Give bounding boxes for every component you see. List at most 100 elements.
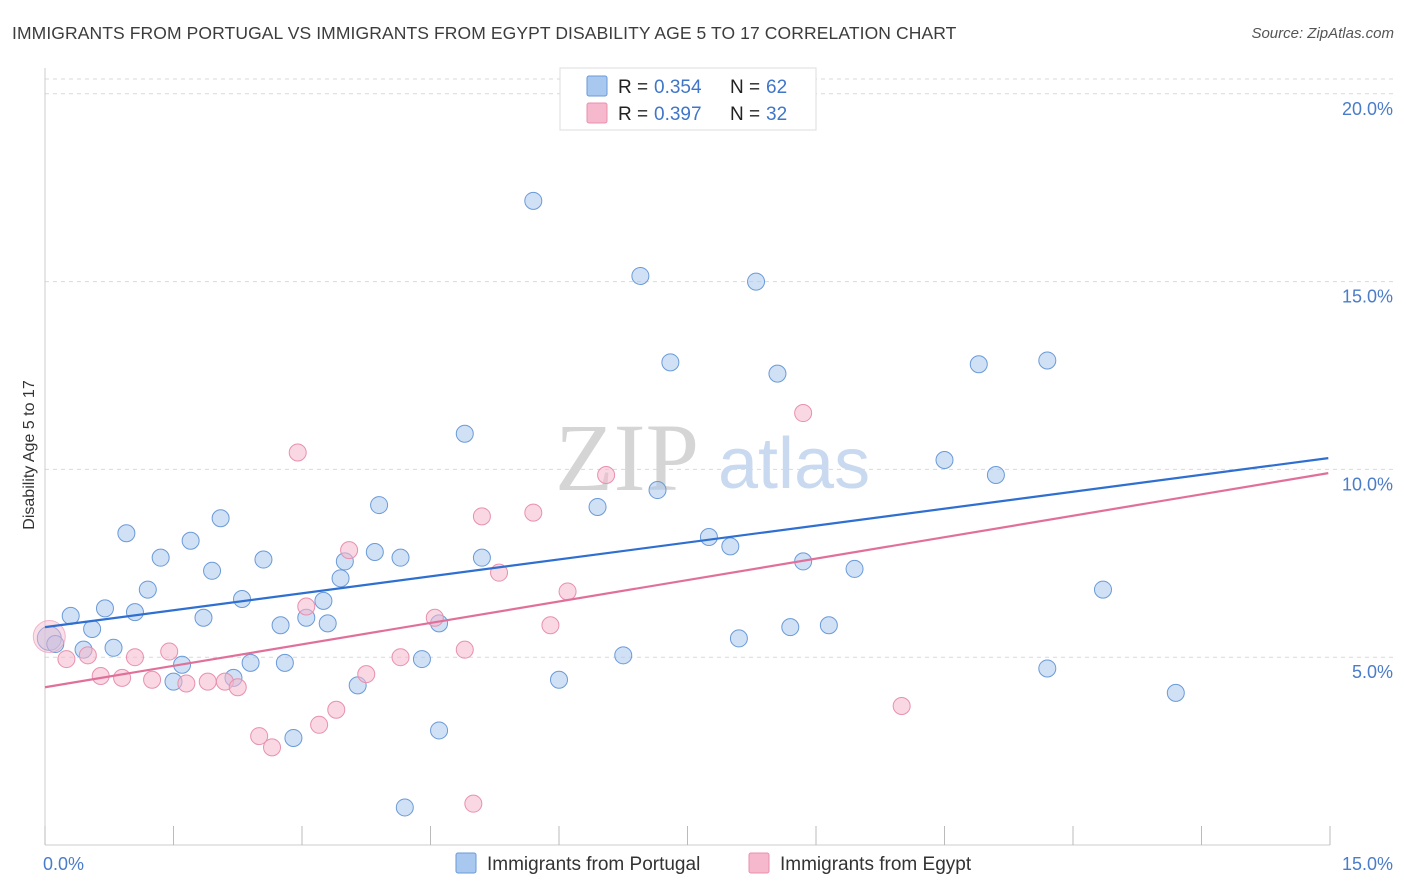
data-point-portugal [430, 721, 449, 740]
data-point-portugal [935, 451, 954, 469]
series-egypt-points [32, 404, 911, 813]
y-tick-labels: 5.0% 10.0% 15.0% 20.0% [1342, 99, 1393, 682]
data-point-portugal [61, 606, 80, 625]
data-point-egypt [113, 668, 132, 687]
stats-legend: R = 0.354 N = 62 R = 0.397 N = 32 [559, 67, 817, 131]
watermark-zip: ZIP [555, 404, 699, 511]
data-point-egypt [357, 665, 376, 684]
data-point-portugal [819, 616, 838, 635]
data-point-portugal [314, 591, 333, 610]
legend-r-value-egypt: 0.397 [654, 104, 702, 125]
legend-n-label-egypt: N = [730, 104, 760, 125]
x-tick-labels: 0.0% 15.0% [43, 854, 1393, 874]
data-point-portugal [781, 618, 800, 637]
data-point-egypt [250, 727, 269, 746]
data-point-egypt [455, 640, 474, 659]
data-point-portugal [1038, 351, 1057, 370]
grid-lines [45, 78, 1393, 658]
legend-swatch-egypt [586, 102, 608, 124]
legend-r-value-portugal: 0.354 [654, 77, 702, 98]
data-point-portugal [194, 608, 213, 627]
data-point-portugal [412, 650, 431, 669]
source-credit: Source: ZipAtlas.com [1251, 25, 1394, 42]
y-tick-label: 10.0% [1342, 474, 1393, 494]
data-point-portugal [284, 728, 303, 747]
trend-line-portugal [44, 457, 1329, 629]
data-point-egypt [340, 541, 359, 560]
watermark-atlas: atlas [718, 424, 870, 504]
legend-n-value-egypt: 32 [766, 104, 787, 125]
data-point-portugal [203, 561, 222, 580]
watermark: ZIP atlas [555, 404, 870, 511]
data-point-egypt [160, 642, 179, 661]
data-point-egypt [125, 648, 144, 667]
series-legend: Immigrants from Portugal Immigrants from… [455, 852, 972, 875]
data-point-egypt [32, 620, 66, 654]
data-point-portugal [614, 646, 633, 665]
y-tick-label: 15.0% [1342, 287, 1393, 307]
data-point-portugal [661, 353, 680, 372]
data-point-egypt [310, 715, 329, 734]
data-point-portugal [550, 670, 568, 689]
data-point-portugal [254, 550, 273, 569]
data-point-egypt [78, 646, 97, 665]
data-point-portugal [83, 620, 102, 639]
bottom-legend-label-egypt: Immigrants from Egypt [780, 854, 972, 875]
legend-r-label-egypt: R = [618, 104, 648, 125]
data-point-egypt [327, 700, 346, 719]
legend-r-label-portugal: R = [618, 77, 648, 98]
data-point-portugal [331, 569, 350, 588]
bottom-legend-swatch-portugal [455, 852, 477, 874]
trend-line-egypt [44, 472, 1329, 689]
data-point-portugal [151, 548, 170, 567]
data-point-portugal [699, 528, 718, 546]
data-point-portugal [1038, 659, 1057, 678]
data-point-portugal [747, 272, 766, 291]
bottom-legend-swatch-egypt [748, 852, 770, 874]
data-point-portugal [370, 496, 389, 515]
legend-n-value-portugal: 62 [766, 77, 787, 98]
data-point-portugal [395, 798, 414, 817]
data-point-portugal [455, 424, 474, 443]
x-tick-label-max: 15.0% [1342, 854, 1393, 874]
data-point-portugal [104, 638, 123, 657]
data-point-portugal [241, 653, 260, 672]
data-point-egypt [794, 404, 813, 423]
data-point-portugal [986, 466, 1005, 485]
data-point-portugal [472, 548, 491, 567]
y-axis-label: Disability Age 5 to 17 [21, 380, 38, 530]
data-point-portugal [318, 614, 337, 633]
y-tick-label: 5.0% [1352, 662, 1393, 682]
data-point-egypt [297, 597, 316, 616]
chart-title: IMMIGRANTS FROM PORTUGAL VS IMMIGRANTS F… [12, 23, 957, 43]
data-point-portugal [271, 616, 290, 635]
data-point-egypt [597, 466, 616, 485]
legend-n-label-portugal: N = [730, 77, 760, 98]
data-point-portugal [845, 559, 864, 578]
data-point-egypt [263, 738, 282, 757]
legend-swatch-portugal [586, 75, 608, 97]
x-tick-label-min: 0.0% [43, 854, 84, 874]
data-point-portugal [181, 531, 200, 550]
data-point-egypt [472, 507, 491, 526]
data-point-portugal [138, 580, 157, 599]
trend-lines [44, 457, 1329, 689]
data-point-portugal [729, 629, 748, 648]
data-point-portugal [95, 599, 114, 618]
data-point-portugal [1166, 683, 1185, 702]
data-point-egypt [57, 650, 76, 669]
data-point-egypt [228, 678, 247, 697]
data-point-egypt [391, 648, 410, 667]
data-point-egypt [198, 672, 217, 691]
data-point-portugal [391, 548, 410, 567]
data-point-egypt [177, 674, 196, 693]
axes [44, 68, 1331, 846]
data-point-portugal [524, 191, 543, 210]
data-point-egypt [558, 582, 577, 601]
data-point-egypt [143, 670, 162, 689]
data-point-portugal [721, 537, 740, 556]
data-point-portugal [233, 589, 252, 608]
data-point-portugal [365, 543, 384, 562]
y-tick-label: 20.0% [1342, 99, 1393, 119]
